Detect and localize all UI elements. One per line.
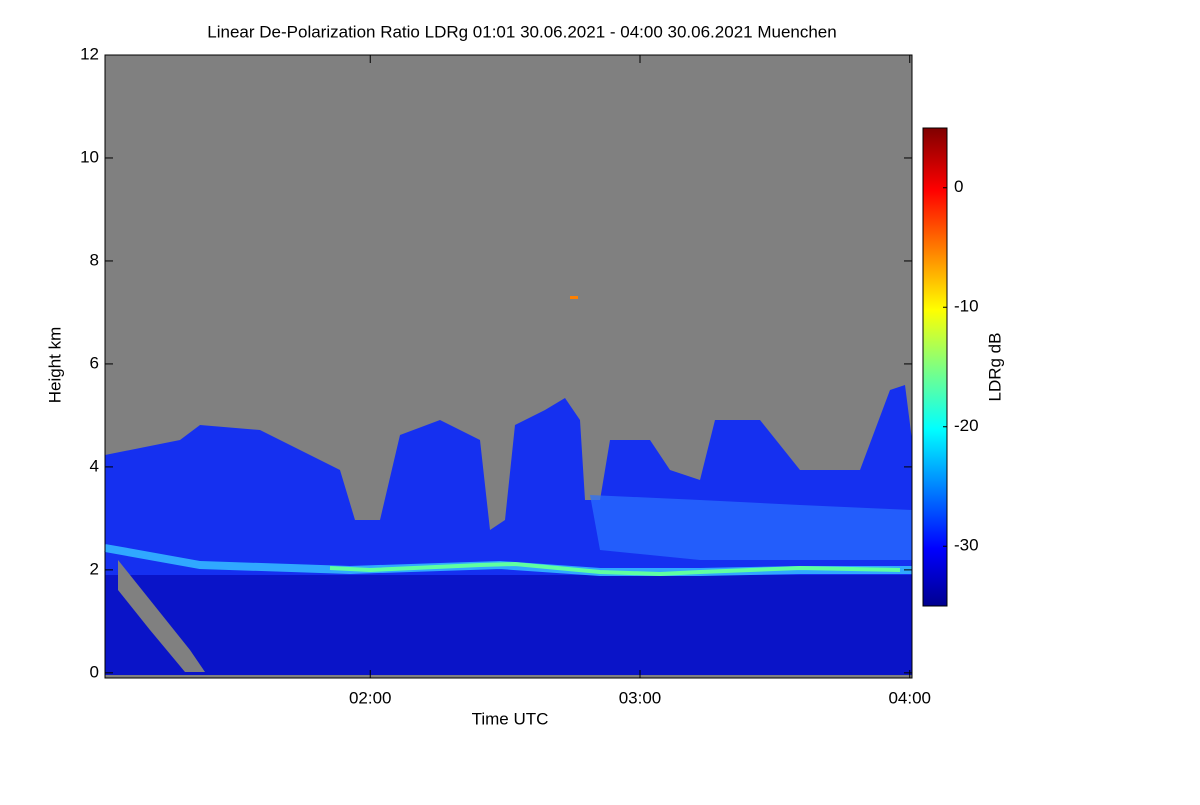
y-tick-label: 2	[90, 559, 99, 578]
colorbar	[922, 127, 948, 607]
colorbar-tick-label: 0	[954, 177, 963, 196]
plot-frame	[104, 54, 913, 679]
y-axis-label: Height km	[45, 327, 64, 404]
colorbar-label: LDRg dB	[985, 333, 1004, 402]
y-tick-label: 4	[90, 456, 99, 475]
heatmap-image	[104, 55, 912, 678]
chart-title: Linear De-Polarization Ratio LDRg 01:01 …	[207, 22, 836, 41]
colorbar-tick-label: -20	[954, 416, 979, 435]
y-tick-label: 8	[90, 250, 99, 269]
colorbar-tick-label: -10	[954, 297, 979, 316]
x-tick-label: 02:00	[349, 688, 392, 707]
y-tick-label: 12	[80, 44, 99, 63]
y-tick-label: 6	[90, 353, 99, 372]
x-tick-label: 04:00	[888, 688, 931, 707]
y-tick-label: 0	[90, 662, 99, 681]
colorbar-tick-label: -30	[954, 536, 979, 555]
x-axis-label: Time UTC	[472, 709, 549, 728]
y-tick-label: 10	[80, 147, 99, 166]
x-tick-label: 03:00	[619, 688, 662, 707]
